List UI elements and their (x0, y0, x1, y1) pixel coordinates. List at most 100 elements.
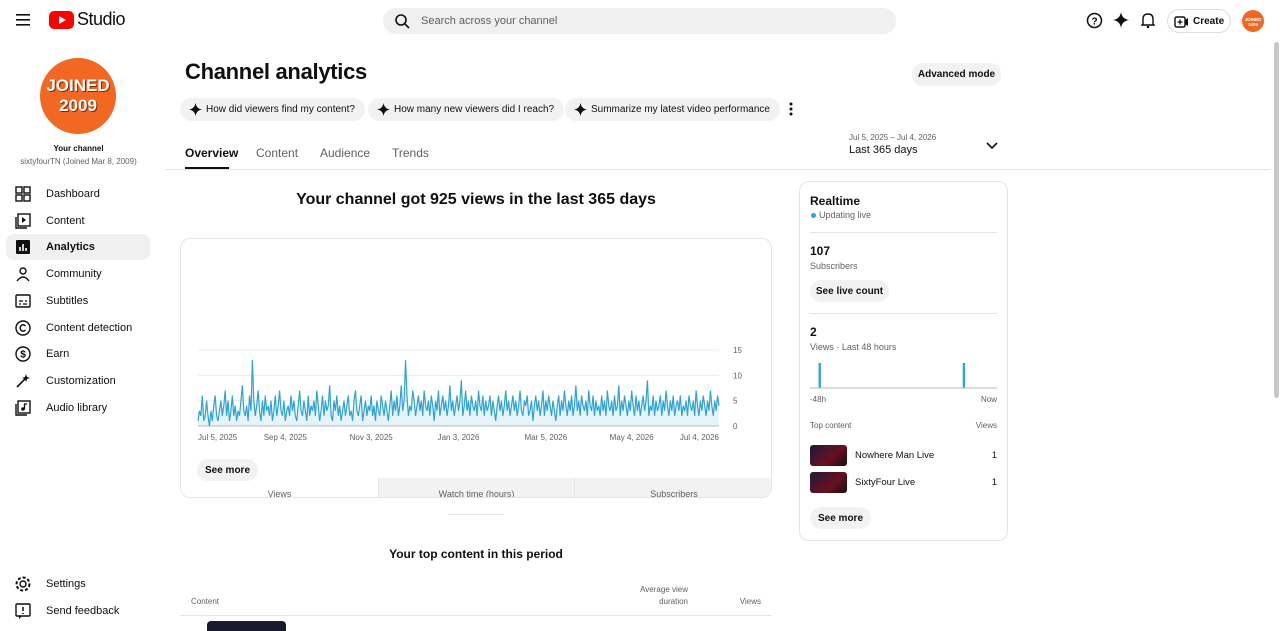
nav-item[interactable]: Send feedback (6, 598, 150, 624)
nav-icon (15, 576, 31, 592)
metric-label: Views (267, 489, 292, 498)
top-content-title: Your top content in this period (389, 547, 563, 561)
channel-avatar[interactable]: JOINED 2009 (40, 58, 116, 134)
advanced-mode-button[interactable]: Advanced mode (912, 63, 1001, 86)
x-tick-label: Now (981, 395, 997, 404)
metric-tile[interactable]: Views925 (181, 478, 378, 498)
see-more-button[interactable]: See more (810, 507, 871, 529)
y-tick-label: 15 (733, 346, 742, 355)
account-avatar[interactable]: JOINED 2009 (1242, 10, 1264, 32)
table-divider (180, 615, 772, 616)
nav-label: Audio library (46, 401, 108, 414)
x-tick-label: Sep 4, 2025 (264, 433, 308, 442)
metric-tile[interactable]: Watch time (hours)30.613% less than prev… (378, 478, 575, 497)
scrollbar[interactable] (1274, 42, 1279, 398)
divider (165, 169, 1270, 170)
svg-text:?: ? (1091, 17, 1097, 28)
see-more-button[interactable]: See more (197, 459, 258, 481)
nav-item[interactable]: Analytics (6, 234, 150, 261)
notification-icon[interactable] (1141, 12, 1155, 28)
table-header: Content (191, 597, 220, 606)
x-tick-label: Jan 3, 2026 (438, 433, 480, 442)
help-icon[interactable]: ? (1086, 12, 1103, 29)
nav-item[interactable]: Audio library (6, 395, 150, 421)
create-button[interactable]: Create (1167, 9, 1231, 33)
overview-card: Views925Watch time (hours)30.613% less t… (180, 238, 772, 498)
x-tick-label: Nov 3, 2025 (350, 433, 394, 442)
nav-icon: $ (15, 346, 31, 362)
realtime-chart: -48h Now (810, 363, 997, 404)
tab[interactable]: Content (256, 146, 299, 160)
live-dot (811, 213, 816, 218)
svg-text:$: $ (20, 350, 26, 361)
y-tick-label: 10 (733, 371, 742, 380)
nav-item[interactable]: Subtitles (6, 288, 150, 314)
x-tick-label: -48h (810, 395, 826, 404)
chip-icon (574, 103, 587, 116)
thumbnail[interactable] (207, 621, 286, 631)
item-title[interactable]: Nowhere Man Live (855, 450, 935, 461)
more-icon[interactable] (788, 101, 794, 117)
metric-tile[interactable]: Subscribers-1125% less than previous 365… (575, 478, 771, 498)
realtime-title: Realtime (810, 194, 861, 208)
chip[interactable]: How did viewers find my content? (180, 98, 365, 121)
thumbnail[interactable] (810, 445, 847, 466)
nav-label: Content detection (46, 321, 133, 334)
tab[interactable]: Audience (320, 146, 371, 160)
avatar-line: 2009 (59, 96, 97, 115)
divider (810, 313, 997, 314)
date-range: Jul 5, 2025 – Jul 4, 2026 (849, 133, 937, 142)
tab[interactable]: Overview (185, 146, 239, 160)
nav-icon (15, 399, 31, 416)
nav-item[interactable]: Dashboard (6, 181, 150, 207)
thumbnail[interactable] (810, 472, 847, 493)
realtime-status: Updating live (819, 210, 872, 220)
x-tick-label: May 4, 2026 (610, 433, 655, 442)
nav-item[interactable]: Customization (6, 368, 150, 394)
nav-icon (15, 603, 31, 619)
tab[interactable]: Trends (392, 146, 429, 160)
nav-icon (16, 267, 30, 282)
page-title: Channel analytics (185, 59, 367, 84)
nav-item[interactable]: Settings (6, 571, 150, 597)
ai-icon[interactable] (1113, 12, 1129, 28)
views-label: Views · Last 48 hours (810, 342, 897, 352)
nav-label: Settings (46, 578, 86, 590)
chip[interactable]: How many new viewers did I reach? (368, 98, 565, 121)
see-live-count-button[interactable]: See live count (810, 280, 889, 302)
chip-label: How many new viewers did I reach? (394, 104, 555, 115)
nav-item[interactable]: Content detection (6, 315, 150, 341)
realtime-bar (962, 363, 966, 388)
item-title[interactable]: SixtyFour Live (855, 477, 916, 488)
views-chart: 0 5 10 15 Jul 5, 2025 Sep 4, 2025 Nov 3, 2025 J… (197, 346, 742, 442)
table-header: Average view duration (640, 585, 688, 606)
chip-icon (377, 103, 390, 116)
nav-item[interactable]: Community (6, 261, 150, 287)
period-dropdown[interactable] (986, 142, 998, 150)
views-column: Views (975, 421, 997, 430)
nav-icon (15, 212, 31, 229)
nav-item[interactable]: Content (6, 208, 150, 234)
nav-icon (15, 319, 31, 336)
logo-text: Studio (77, 9, 126, 29)
chip-label: Summarize my latest video performance (591, 104, 770, 115)
views-count: 2 (810, 325, 817, 339)
views-area (198, 360, 719, 426)
metric-label: Subscribers (650, 489, 698, 498)
nav-item[interactable]: $ Earn (6, 341, 150, 367)
nav-label: Customization (46, 374, 116, 387)
y-tick-label: 5 (733, 397, 738, 406)
realtime-bar (818, 363, 821, 388)
top-content-label: Top content (810, 421, 852, 430)
logo-icon[interactable] (49, 11, 75, 29)
search-placeholder: Search across your channel (421, 15, 558, 27)
chip[interactable]: Summarize my latest video performance (565, 98, 780, 121)
x-tick-label: Mar 5, 2026 (524, 433, 567, 442)
avatar-line: JOINED (46, 76, 110, 95)
search-box[interactable]: Search across your channel (383, 8, 896, 34)
menu-icon[interactable] (16, 13, 32, 27)
nav-label: Dashboard (46, 188, 100, 200)
divider (448, 514, 504, 515)
item-views: 1 (991, 450, 997, 461)
nav-label: Earn (46, 348, 70, 361)
